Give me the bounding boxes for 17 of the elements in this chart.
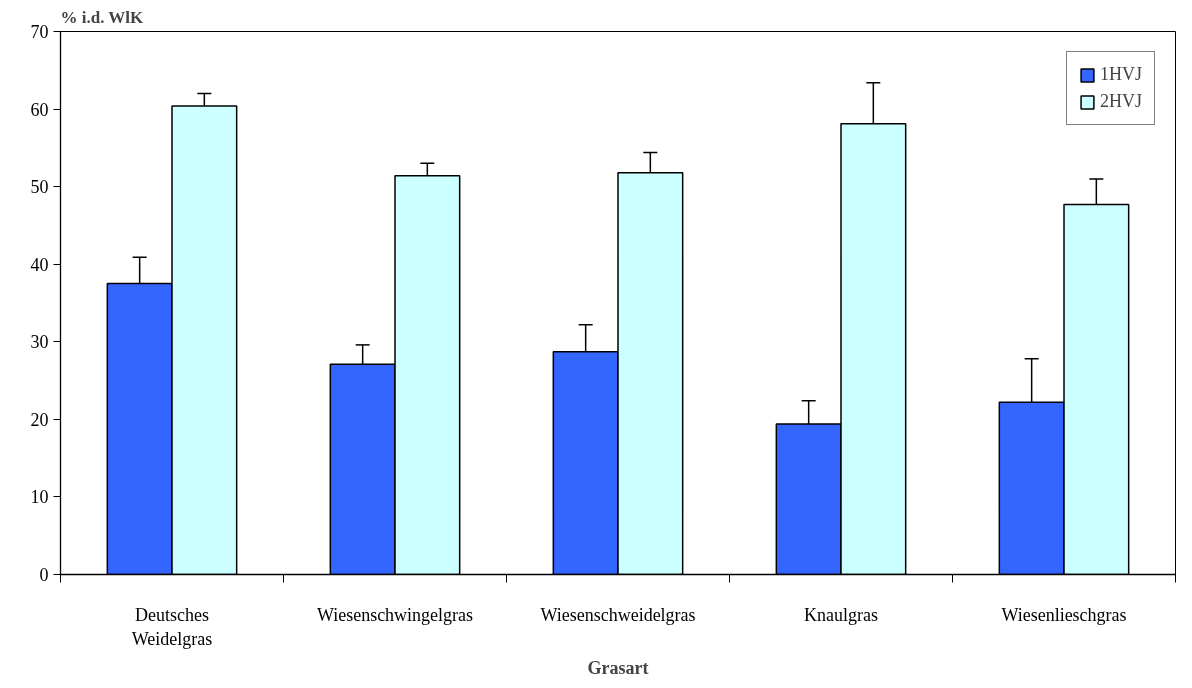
x-tick-label: Knaulgras — [804, 604, 878, 625]
y-tick-label: 0 — [39, 565, 49, 585]
x-axis-title: Grasart — [587, 657, 649, 678]
x-tick-label: Wiesenschweidelgras — [540, 604, 696, 625]
legend-label: 1HVJ — [1099, 64, 1142, 85]
y-tick-label: 30 — [30, 332, 49, 353]
y-tick-label: 60 — [30, 99, 49, 120]
x-tick-label: Deutsches Weidelgras — [131, 604, 213, 649]
legend-label: 2HVJ — [1099, 91, 1142, 112]
y-tick-label: 10 — [30, 487, 49, 508]
y-axis-title: % i.d. WlK — [60, 7, 145, 27]
x-tick-label: Wiesenschwingelgras — [316, 604, 474, 625]
y-tick-label: 20 — [30, 409, 49, 430]
y-tick-label: 40 — [30, 254, 49, 275]
y-tick-label: 50 — [30, 177, 49, 198]
y-tick-label: 70 — [30, 22, 49, 42]
x-tick-label: Wiesenlieschgras — [1001, 604, 1127, 625]
